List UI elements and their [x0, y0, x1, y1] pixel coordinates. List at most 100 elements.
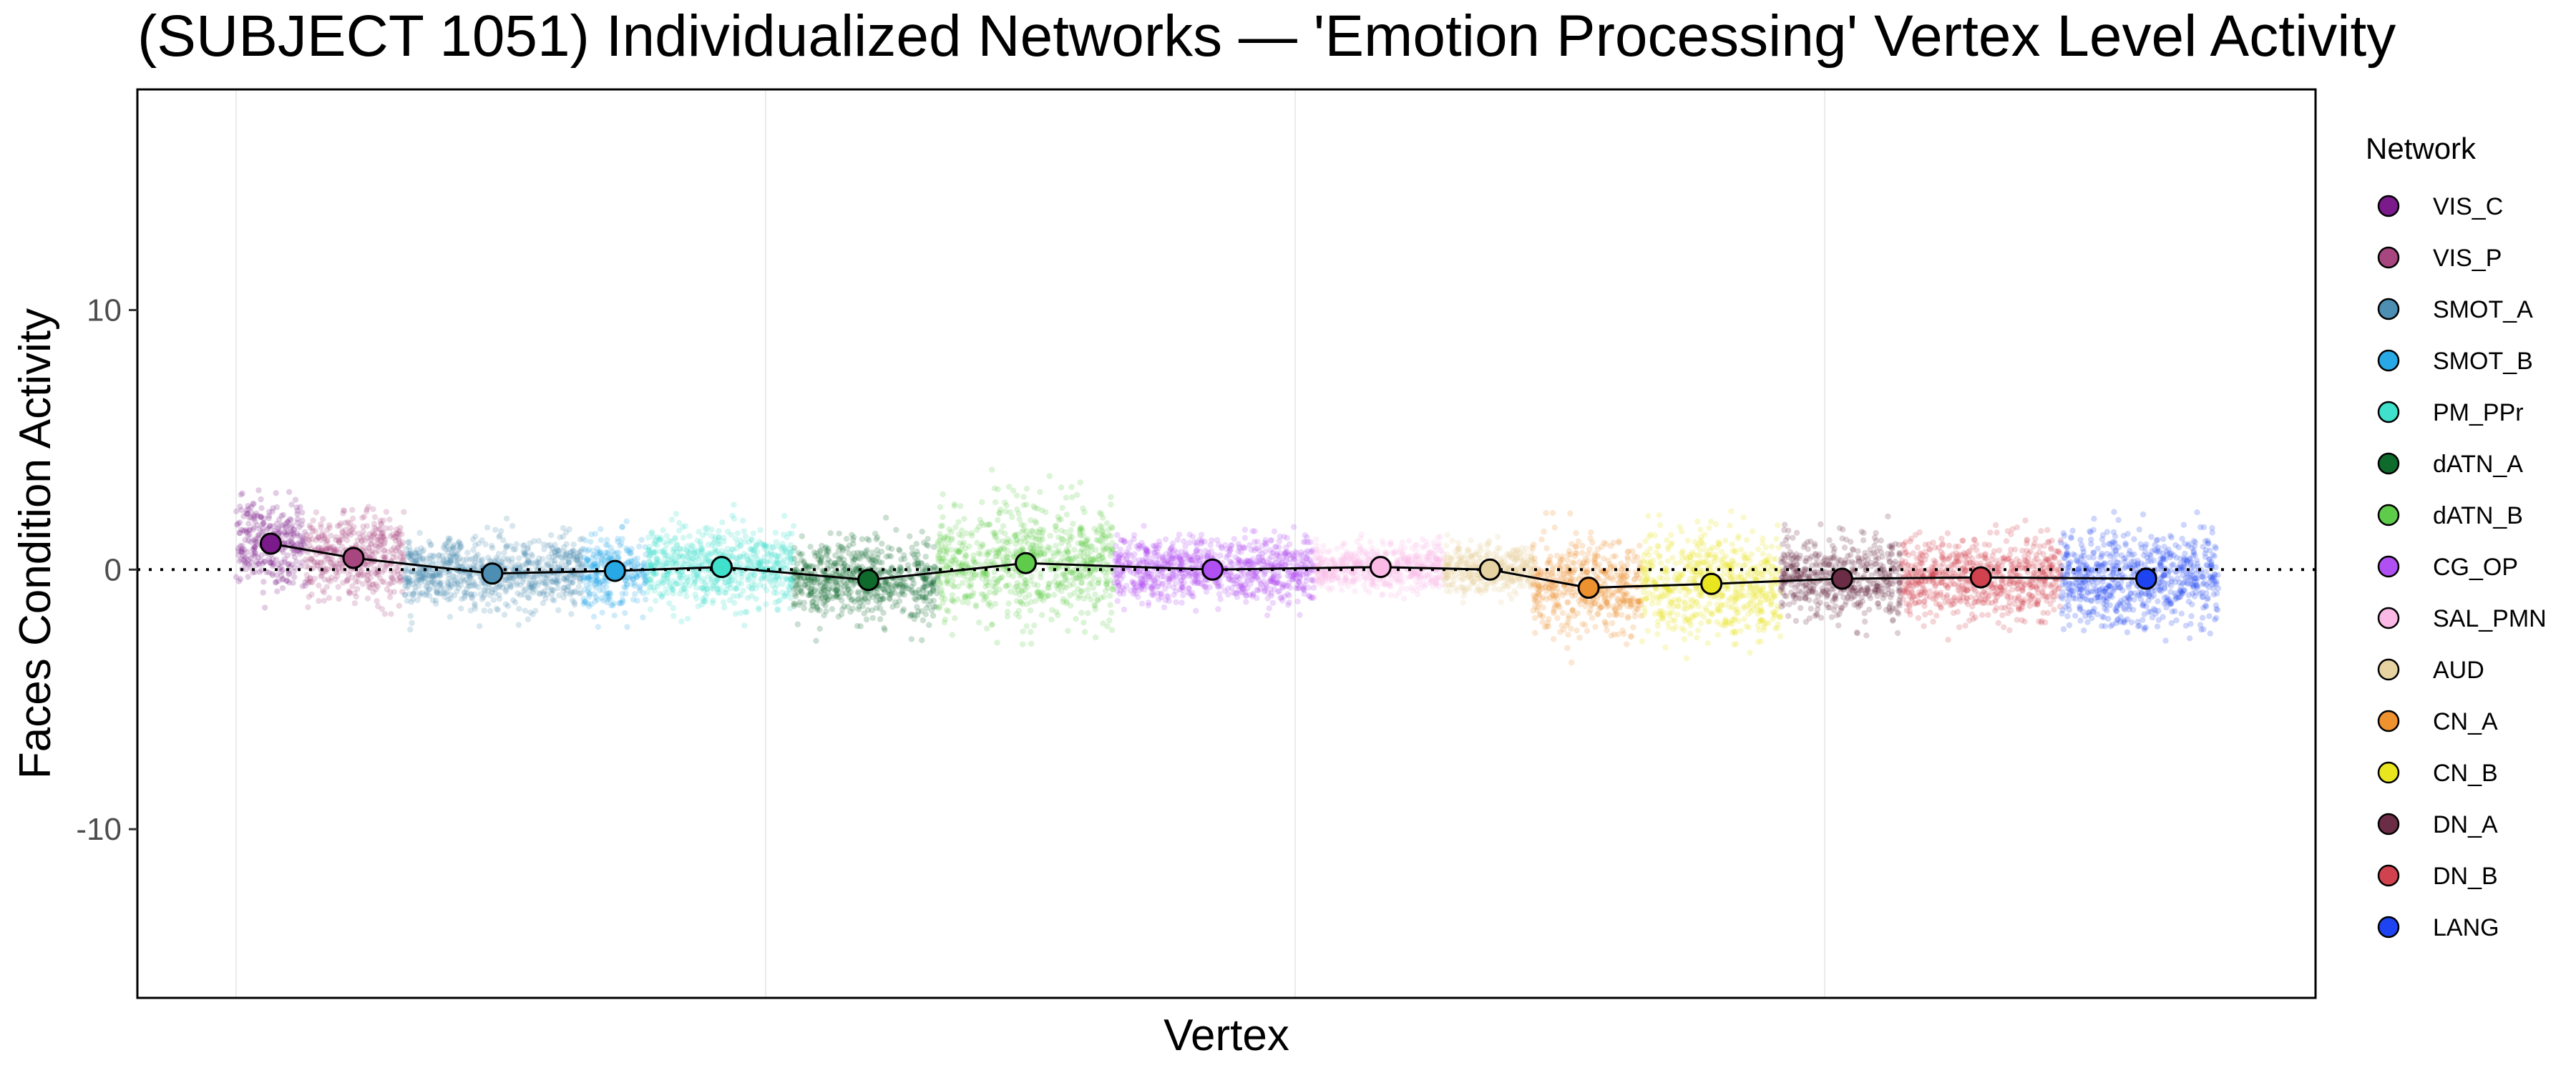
vertex-point: [504, 603, 512, 609]
vertex-point: [278, 568, 285, 574]
vertex-point: [412, 587, 419, 594]
vertex-point: [328, 547, 334, 554]
vertex-point: [940, 599, 946, 606]
vertex-point: [683, 588, 689, 594]
vertex-point: [900, 606, 907, 613]
vertex-point: [427, 542, 434, 549]
vertex-point: [809, 599, 816, 606]
vertex-point: [360, 528, 366, 535]
vertex-point: [481, 607, 487, 614]
vertex-point: [237, 503, 243, 510]
vertex-point: [1164, 576, 1171, 582]
vertex-point: [299, 517, 306, 524]
vertex-point: [730, 547, 736, 553]
vertex-point: [833, 560, 839, 567]
vertex-point: [280, 540, 288, 547]
vertex-point: [504, 542, 510, 549]
vertex-point: [1294, 582, 1301, 589]
vertex-point: [496, 595, 503, 602]
vertex-point: [549, 545, 556, 552]
vertex-point: [1068, 484, 1075, 490]
vertex-point: [265, 513, 273, 519]
vertex-point: [251, 512, 258, 519]
vertex-point: [273, 490, 279, 496]
vertex-point: [256, 561, 263, 567]
vertex-point: [391, 544, 397, 551]
vertex-point: [1181, 538, 1187, 544]
vertex-point: [450, 544, 457, 552]
vertex-point: [1104, 623, 1111, 629]
vertex-point: [393, 530, 400, 537]
vertex-point: [738, 580, 745, 587]
vertex-point: [260, 519, 267, 526]
vertex-point: [452, 557, 459, 564]
vertex-point: [343, 537, 351, 544]
vertex-point: [1081, 558, 1088, 564]
vertex-point: [807, 592, 814, 598]
vertex-point: [1183, 551, 1190, 558]
vertex-point: [255, 534, 262, 542]
vertex-point: [318, 559, 325, 566]
vertex-point: [1039, 507, 1045, 514]
vertex-point: [835, 548, 842, 554]
vertex-point: [258, 567, 265, 573]
vertex-point: [1136, 542, 1143, 549]
vertex-point: [237, 576, 244, 582]
vertex-point: [236, 558, 243, 564]
vertex-point: [266, 559, 273, 566]
vertex-point: [328, 559, 334, 567]
vertex-point: [341, 508, 348, 514]
vertex-point: [316, 597, 322, 604]
vertex-point: [654, 542, 660, 549]
vertex-point: [359, 543, 366, 550]
vertex-point: [1084, 587, 1091, 593]
vertex-point: [937, 579, 944, 586]
vertex-point: [716, 528, 722, 534]
vertex-point: [843, 536, 850, 542]
vertex-point: [1170, 584, 1177, 591]
vertex-point: [583, 557, 590, 564]
vertex-point: [407, 612, 414, 619]
vertex-point: [265, 556, 273, 562]
vertex-point: [260, 521, 266, 528]
vertex-point: [1005, 484, 1013, 490]
vertex-point: [829, 606, 836, 612]
vertex-point: [701, 576, 707, 582]
vertex-point: [772, 529, 779, 536]
vertex-point: [239, 542, 245, 549]
vertex-point: [509, 523, 516, 529]
vertex-point: [670, 612, 677, 619]
vertex-point: [489, 544, 496, 552]
vertex-point: [235, 520, 241, 527]
vertex-point: [1100, 545, 1106, 552]
vertex-point: [278, 564, 284, 570]
vertex-point: [1045, 592, 1051, 599]
vertex-point: [864, 599, 872, 605]
vertex-point: [291, 568, 297, 575]
vertex-point: [386, 516, 393, 523]
vertex-point: [369, 547, 376, 554]
vertex-point: [976, 524, 982, 530]
vertex-point: [315, 534, 322, 541]
vertex-point: [1148, 583, 1155, 590]
vertex-point: [373, 581, 379, 587]
vertex-point: [1108, 494, 1114, 500]
vertex-point: [680, 524, 686, 531]
vertex-point: [288, 539, 295, 547]
vertex-point: [549, 557, 555, 564]
vertex-point: [310, 517, 316, 524]
vertex-point: [469, 595, 475, 602]
vertex-point: [239, 549, 245, 555]
vertex-point: [647, 577, 653, 583]
vertex-point: [927, 598, 934, 604]
vertex-point: [335, 537, 342, 544]
vertex-point: [484, 601, 491, 607]
vertex-point: [599, 595, 605, 602]
vertex-point: [253, 539, 260, 546]
vertex-point: [364, 577, 371, 583]
vertex-point: [1098, 594, 1104, 601]
vertex-point: [1018, 599, 1025, 605]
vertex-point: [281, 556, 288, 562]
vertex-point: [666, 600, 673, 607]
vertex-point: [935, 539, 941, 546]
